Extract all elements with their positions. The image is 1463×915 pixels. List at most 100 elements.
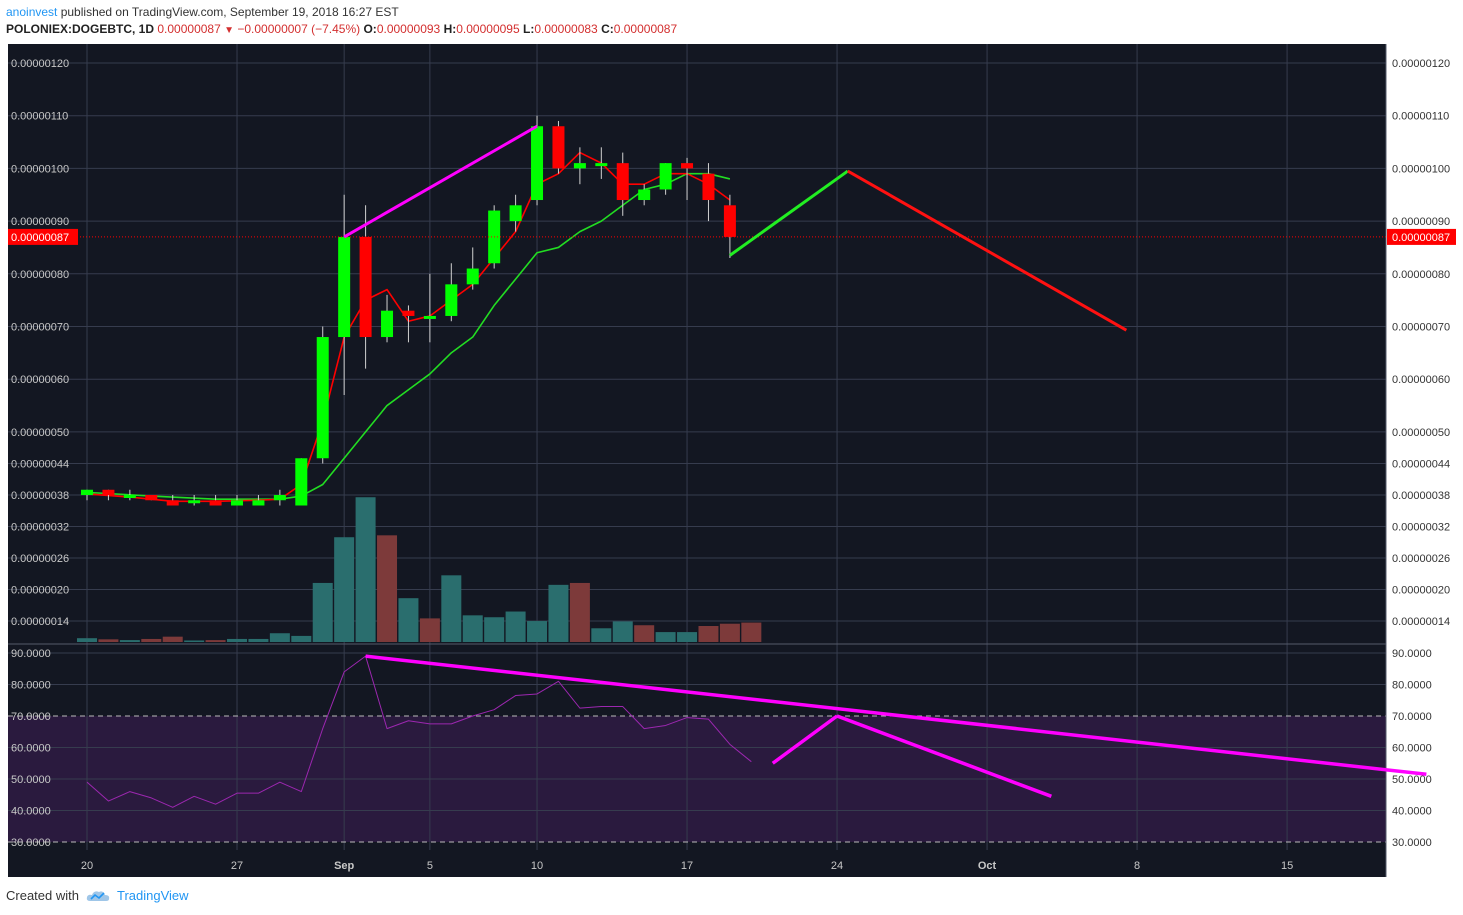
time-tick-label: 20 [81, 860, 93, 872]
price-tick-label-right: 0.00000120 [1392, 58, 1450, 70]
price-tick-label-left: 0.00000020 [11, 585, 69, 597]
low-value: 0.00000083 [534, 22, 598, 36]
volume-bar [419, 618, 440, 642]
volume-bar [462, 615, 483, 642]
price-tick-label-left: 0.00000044 [11, 459, 69, 471]
candle-body [102, 489, 115, 495]
volume-bar [677, 632, 698, 642]
price-tick-label-right: 0.00000026 [1392, 553, 1450, 565]
rsi-tick-label-left: 30.0000 [11, 837, 51, 849]
candle-body [145, 495, 158, 501]
author-link[interactable]: anoinvest [6, 5, 58, 19]
tradingview-cloud-icon [86, 890, 110, 901]
price-tick-label-left: 0.00000060 [11, 374, 69, 386]
candle-body [638, 189, 651, 201]
rsi-tick-label-right: 50.0000 [1392, 774, 1432, 786]
candle-body [188, 500, 201, 504]
volume-bar [312, 582, 333, 642]
candle-body [659, 163, 672, 190]
price-tag-right [1387, 228, 1456, 245]
price-tag-left [8, 228, 78, 245]
candle-body [466, 268, 479, 285]
tradingview-link[interactable]: TradingView [116, 888, 189, 903]
time-tick-label: 27 [231, 860, 243, 872]
candle-body [316, 337, 329, 459]
time-tick-label: 24 [831, 860, 843, 872]
open-label: O: [363, 22, 377, 36]
candle-body [252, 500, 265, 506]
rsi-tick-label-left: 90.0000 [11, 648, 51, 660]
candle-body [359, 236, 372, 338]
price-tag-right-text: 0.00000087 [1392, 232, 1450, 244]
volume-bar [484, 617, 505, 642]
volume-bar [698, 625, 719, 642]
rsi-tick-label-right: 70.0000 [1392, 711, 1432, 723]
price-tick-label-right: 0.00000020 [1392, 585, 1450, 597]
volume-bar [119, 640, 140, 642]
rsi-trend-drawing [771, 714, 839, 765]
price-tick-label-right: 0.00000038 [1392, 490, 1450, 502]
candle-body [209, 500, 222, 506]
volume-bar [741, 622, 762, 642]
volume-bar [441, 575, 462, 642]
rsi-trend-drawing [836, 714, 1052, 798]
volume-bar [719, 623, 740, 642]
high-value: 0.00000095 [456, 22, 520, 36]
volume-bar [227, 638, 248, 642]
volume-bar [184, 640, 205, 642]
candle-body [509, 205, 522, 222]
price-tick-label-left: 0.00000100 [11, 163, 69, 175]
open-value: 0.00000093 [376, 22, 441, 36]
volume-bar [205, 640, 226, 642]
candle-body [402, 310, 415, 316]
candle-body [423, 315, 436, 319]
price-tick-label-left: 0.00000032 [11, 522, 69, 534]
publish-line: anoinvest published on TradingView.com, … [6, 4, 677, 21]
volume-bar [612, 621, 633, 642]
ohlc-line: POLONIEX:DOGEBTC, 1D 0.00000087 ▼ −0.000… [6, 21, 677, 39]
rsi-tick-label-right: 80.0000 [1392, 680, 1432, 692]
trend-drawing-magenta [343, 124, 538, 239]
rsi-tick-label-left: 60.0000 [11, 743, 51, 755]
close-label: C: [601, 22, 614, 36]
rsi-tick-label-right: 40.0000 [1392, 806, 1432, 818]
footer: Created with TradingView [6, 888, 189, 903]
price-tick-label-left: 0.00000026 [11, 553, 69, 565]
price-tick-label-right: 0.00000032 [1392, 522, 1450, 534]
price-change: −0.00000007 (−7.45%) [237, 22, 361, 36]
time-tick-label: 5 [427, 860, 433, 872]
candle-body [81, 489, 93, 495]
price-tick-label-right: 0.00000060 [1392, 374, 1450, 386]
candle-body [552, 126, 565, 169]
candle-body [445, 284, 458, 316]
rsi-tick-label-left: 70.0000 [11, 711, 51, 723]
trend-drawing-green [729, 169, 849, 257]
volume-bar [141, 638, 162, 642]
created-with-label: Created with [6, 888, 79, 903]
volume-bar [377, 535, 398, 642]
rsi-tick-label-left: 50.0000 [11, 774, 51, 786]
price-tick-label-right: 0.00000080 [1392, 269, 1450, 281]
time-tick-label: Oct [978, 860, 997, 872]
price-tick-label-right: 0.00000014 [1392, 616, 1450, 628]
time-tick-label: Sep [334, 860, 354, 872]
chart-canvas[interactable]: 0.00000120 0.00000120 0.00000110 0.00000110… [6, 42, 1458, 880]
price-tick-label-right: 0.00000110 [1392, 111, 1449, 123]
volume-bar [162, 636, 183, 642]
volume-bar [548, 584, 569, 642]
low-label: L: [522, 22, 535, 36]
price-tick-label-left: 0.00000070 [11, 322, 69, 334]
volume-bar [634, 625, 655, 642]
time-tick-label: 10 [531, 860, 543, 872]
price-tick-label-right: 0.00000090 [1392, 216, 1450, 228]
close-value: 0.00000087 [613, 22, 678, 36]
rsi-tick-label-right: 30.0000 [1392, 837, 1432, 849]
trend-drawing-red [847, 169, 1128, 332]
candle-body [166, 500, 179, 506]
volume-bar [355, 497, 376, 642]
volume-bar [655, 632, 676, 642]
volume-bar [248, 638, 269, 642]
volume-bar [527, 621, 548, 642]
volume-bar [77, 638, 97, 642]
price-tick-label-left: 0.00000014 [11, 616, 69, 628]
